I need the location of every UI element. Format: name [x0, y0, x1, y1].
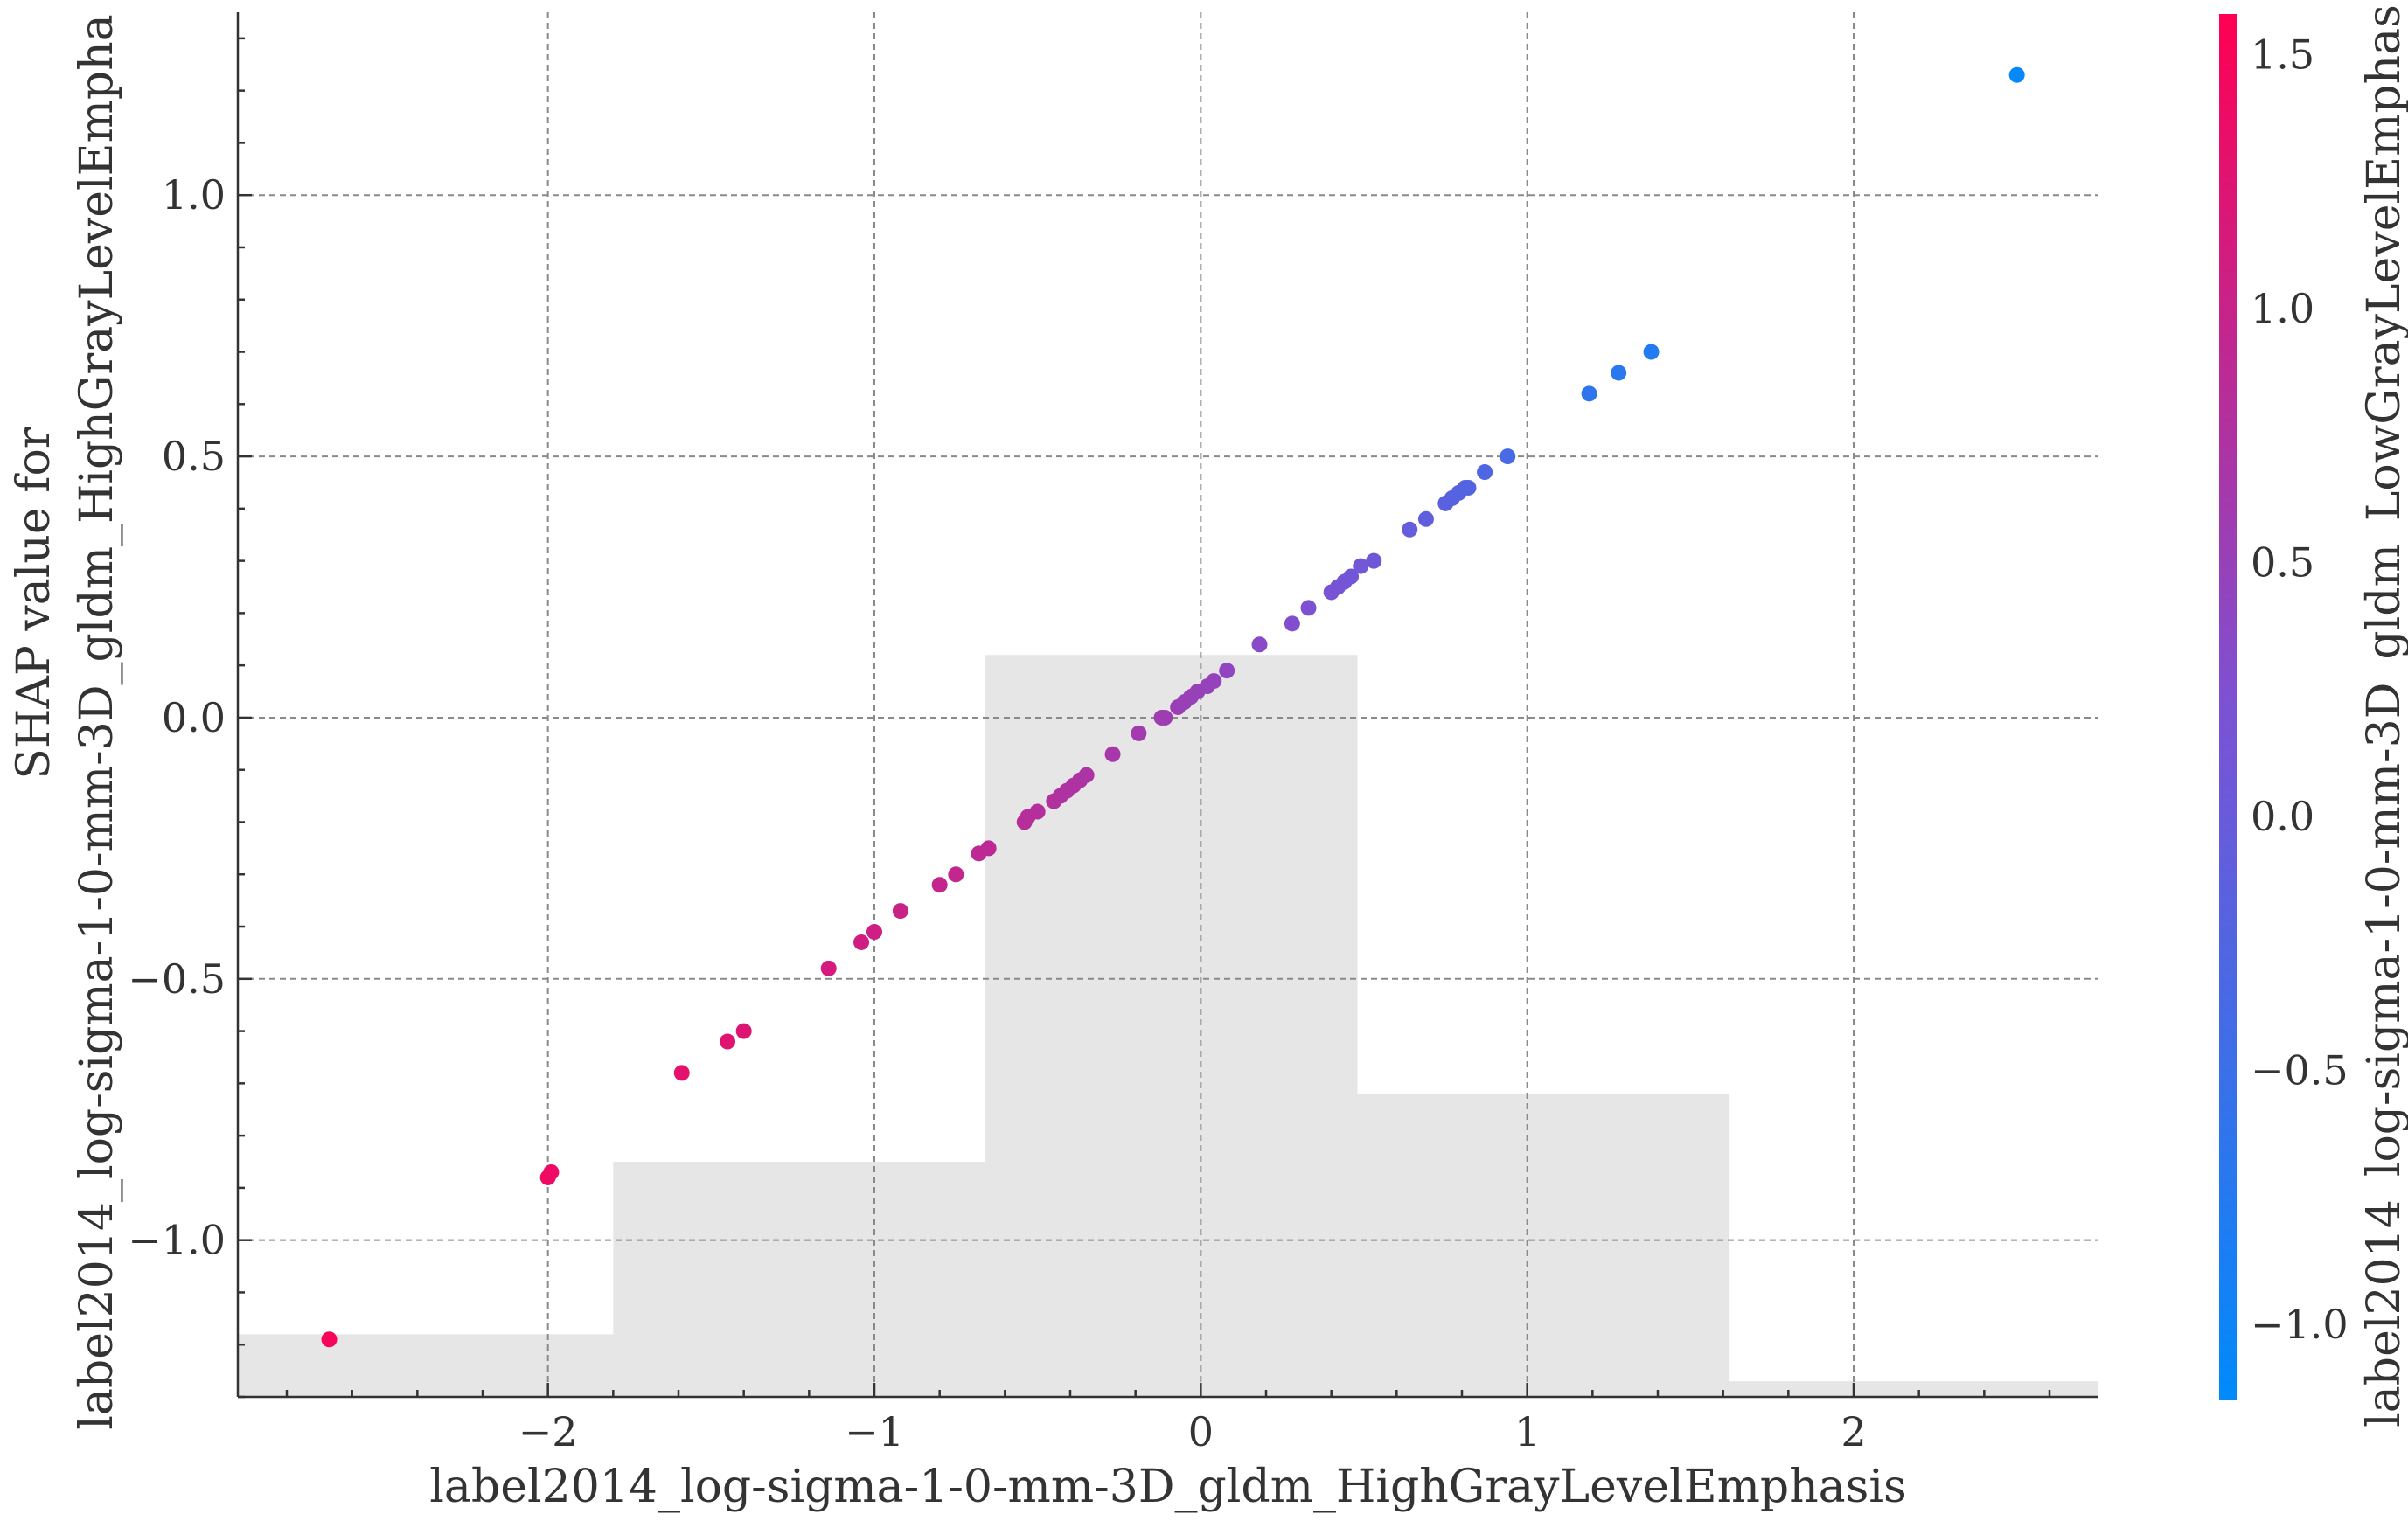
scatter-point-49 — [1460, 479, 1477, 496]
scatter-point-41 — [1353, 558, 1369, 574]
histogram-bar-4 — [1729, 1381, 2098, 1397]
x-tick-label-3: 1 — [1514, 1408, 1540, 1455]
scatter-point-16 — [1029, 803, 1046, 820]
scatter-point-35 — [1284, 615, 1300, 632]
x-axis-ticks: −2 −1 0 1 2 — [285, 1383, 2051, 1455]
scatter-point-0 — [321, 1331, 338, 1348]
y-tick-label-0: −1.0 — [128, 1217, 226, 1264]
scatter-point-11 — [948, 866, 964, 883]
scatter-point-51 — [1500, 448, 1516, 465]
y-tick-label-4: 1.0 — [162, 171, 226, 219]
colorbar-tick-label-5: 1.5 — [2251, 31, 2314, 78]
y-tick-label-2: 0.0 — [162, 694, 226, 741]
colorbar-tick-label-2: 0.0 — [2251, 793, 2314, 840]
scatter-point-34 — [1251, 636, 1268, 653]
scatter-point-10 — [931, 877, 948, 893]
histogram-bar-1 — [613, 1162, 985, 1397]
gridlines — [238, 12, 2098, 1397]
colorbar-gradient — [2219, 14, 2237, 1400]
scatter-point-36 — [1300, 600, 1317, 616]
x-tick-label-2: 0 — [1188, 1408, 1214, 1455]
histogram-bar-2 — [985, 655, 1358, 1397]
scatter-point-24 — [1131, 725, 1147, 741]
colorbar-ticks: −1.0 −0.5 0.0 0.5 1.0 1.5 — [2251, 31, 2349, 1347]
scatter-point-53 — [1611, 365, 1627, 381]
scatter-point-3 — [673, 1065, 690, 1081]
scatter-point-52 — [1581, 385, 1597, 402]
scatter-point-55 — [2008, 66, 2025, 83]
x-tick-label-0: −2 — [518, 1408, 578, 1455]
scatter-point-8 — [866, 924, 882, 941]
y-axis-label-line-2: label2014_log-sigma-1-0-mm-3D_gldm_HighG… — [71, 14, 123, 1429]
scatter-point-33 — [1219, 663, 1235, 679]
x-tick-label-1: −1 — [845, 1408, 904, 1455]
y-axis-label-line-1: SHAP value for — [8, 427, 60, 779]
colorbar-tick-label-4: 1.0 — [2251, 285, 2314, 332]
scatter-point-50 — [1477, 464, 1493, 481]
x-axis-label: label2014_log-sigma-1-0-mm-3D_gldm_HighG… — [429, 1461, 1906, 1513]
y-tick-label-1: −0.5 — [128, 955, 226, 1003]
scatter-point-6 — [820, 960, 837, 976]
colorbar-tick-label-3: 0.5 — [2251, 538, 2314, 586]
scatter-point-22 — [1078, 767, 1095, 783]
y-axis-ticks: −1.0 −0.5 0.0 0.5 1.0 — [128, 37, 252, 1399]
scatter-point-26 — [1157, 709, 1173, 726]
colorbar-label: label2014_log-sigma-1-0-mm-3D_gldm_LowGr… — [2358, 4, 2408, 1427]
histogram-background — [238, 655, 2098, 1397]
scatter-point-54 — [1643, 344, 1660, 360]
colorbar-tick-label-1: −0.5 — [2251, 1046, 2349, 1094]
histogram-bar-3 — [1357, 1094, 1730, 1397]
scatter-points — [321, 66, 2025, 1348]
scatter-point-23 — [1104, 746, 1121, 762]
scatter-point-32 — [1206, 673, 1222, 690]
scatter-point-42 — [1366, 552, 1382, 569]
scatter-point-43 — [1402, 521, 1418, 538]
histogram-bar-0 — [238, 1334, 614, 1397]
x-tick-label-4: 2 — [1841, 1408, 1866, 1455]
scatter-point-40 — [1343, 568, 1360, 585]
y-axis-label: SHAP value for label2014_log-sigma-1-0-m… — [8, 14, 123, 1429]
scatter-point-9 — [892, 903, 908, 920]
scatter-point-13 — [980, 840, 997, 857]
colorbar-tick-label-0: −1.0 — [2251, 1301, 2349, 1348]
scatter-point-5 — [735, 1023, 752, 1039]
scatter-point-7 — [853, 934, 870, 950]
colorbar: −1.0 −0.5 0.0 0.5 1.0 1.5 label2014_log-sigma… — [2219, 4, 2408, 1427]
scatter-point-44 — [1417, 510, 1434, 527]
y-tick-label-3: 0.5 — [162, 433, 226, 480]
scatter-point-2 — [543, 1163, 560, 1180]
scatter-point-4 — [720, 1033, 735, 1050]
